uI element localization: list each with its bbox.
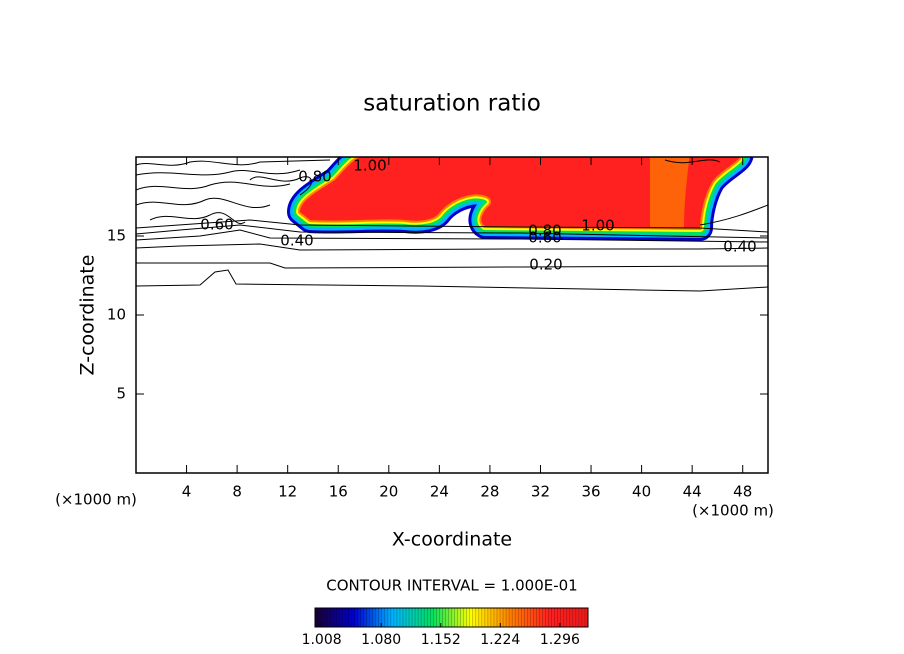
field: 0.200.40 0.400.600.60 0.800.801.001.00: [136, 157, 768, 292]
contour-line: [249, 176, 312, 196]
x-tick-label: 16: [329, 483, 348, 501]
contour-label: 1.00: [353, 157, 386, 175]
contour-line: [664, 159, 768, 226]
contour-line: [136, 229, 768, 243]
x-tick-label: 24: [430, 483, 449, 501]
contour-label: 0.60: [528, 229, 561, 247]
field-core: [300, 157, 740, 228]
contour-label: 1.00: [581, 217, 614, 235]
colorbar-tick-label: 1.152: [421, 632, 461, 648]
y-tick-label: 10: [107, 306, 126, 324]
colorbar-tick-label: 1.008: [302, 632, 342, 648]
contour-line: [136, 197, 271, 208]
contour-label: 0.80: [298, 168, 331, 186]
y-tick-label: 15: [107, 227, 126, 245]
x-tick-label: 12: [278, 483, 297, 501]
x-tick-label: 8: [232, 483, 242, 501]
chart-title: saturation ratio: [363, 91, 541, 117]
colorbar-tick-label: 1.080: [361, 632, 401, 648]
x-tick-label: 20: [379, 483, 398, 501]
y-unit: (×1000 m): [55, 491, 137, 509]
colorbar-tick-label: 1.224: [480, 632, 520, 648]
contour-line: [136, 169, 301, 176]
contour-line: [136, 159, 331, 166]
contour-line: [136, 269, 768, 292]
saturation-field: [287, 157, 754, 241]
y-axis-label: Z-coordinate: [77, 255, 99, 376]
x-tick-label: 48: [733, 483, 752, 501]
field-edge: [650, 157, 690, 228]
contour-label: 0.60: [200, 216, 233, 234]
y-tick-label: 5: [116, 385, 126, 403]
x-tick-label: 44: [683, 483, 702, 501]
colorbar-tick-label: 1.296: [540, 632, 580, 648]
x-tick-label: 32: [531, 483, 550, 501]
x-axis-label: X-coordinate: [392, 529, 512, 551]
contour-line: [136, 181, 291, 191]
contour-line: [149, 212, 246, 225]
contour-line: [136, 219, 768, 233]
x-tick-label: 28: [480, 483, 499, 501]
background-contours: [136, 159, 768, 292]
x-unit: (×1000 m): [692, 502, 774, 520]
colorbar: [314, 607, 589, 628]
x-tick-label: 36: [581, 483, 600, 501]
contour-interval: CONTOUR INTERVAL = 1.000E-01: [326, 577, 577, 595]
contour-line: [136, 224, 768, 239]
contour-label: 0.20: [529, 256, 562, 274]
contour-label: 0.40: [723, 238, 756, 256]
x-tick-label: 40: [632, 483, 651, 501]
contour-line: [136, 243, 768, 251]
contour-line: [136, 262, 768, 269]
contour-label: 0.80: [528, 222, 561, 240]
contour-label: 0.40: [280, 232, 313, 250]
x-tick-label: 4: [182, 483, 192, 501]
